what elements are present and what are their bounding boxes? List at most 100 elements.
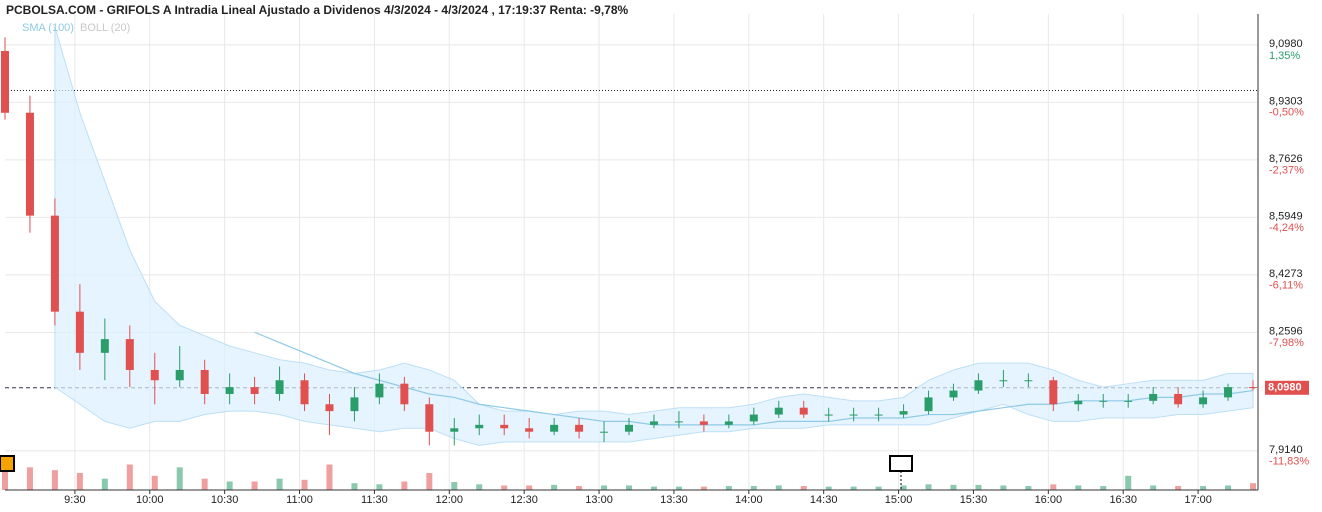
- x-tick-label: 10:00: [136, 494, 164, 506]
- candle-body: [999, 380, 1008, 382]
- volume-bar: [975, 484, 982, 490]
- volume-bar: [1100, 486, 1107, 490]
- volume-bar: [351, 483, 358, 490]
- y-tick-label: 7,9140: [1269, 444, 1303, 456]
- volume-bar: [2, 456, 8, 490]
- candle-body: [350, 397, 359, 412]
- candle-body: [375, 383, 384, 398]
- volume-bar: [700, 486, 707, 490]
- candle-body: [500, 424, 509, 429]
- y2-tick-label: -7,98%: [1269, 337, 1304, 349]
- volume-bar: [251, 481, 258, 490]
- volume-bar: [551, 484, 558, 490]
- candle-body: [724, 421, 733, 425]
- candle-body: [225, 387, 234, 394]
- legend-entry: SMA (100): [22, 22, 74, 34]
- y-tick-label: 8,7626: [1269, 153, 1303, 165]
- candle-body: [100, 339, 109, 353]
- volume-bar: [950, 484, 957, 490]
- candle-body: [674, 421, 683, 423]
- candle-body: [924, 397, 933, 412]
- candle-body: [1199, 397, 1208, 405]
- legend-entry: BOLL (20): [80, 22, 130, 34]
- volume-bar: [501, 485, 508, 490]
- volume-bar: [1150, 485, 1157, 490]
- candle-body: [949, 390, 958, 398]
- candle-body: [1174, 393, 1183, 405]
- volume-bar: [101, 478, 108, 490]
- volume-bar: [1250, 483, 1257, 490]
- volume-bar: [1075, 485, 1082, 490]
- candle-body: [1074, 400, 1083, 405]
- x-tick-label: 13:00: [585, 494, 613, 506]
- y-tick-label: 8,9303: [1269, 95, 1303, 107]
- x-tick-label: 13:30: [660, 494, 688, 506]
- volume-bar: [900, 485, 907, 490]
- volume-bar: [1025, 486, 1032, 490]
- candle-body: [1, 51, 9, 113]
- volume-bar: [126, 464, 133, 490]
- y2-tick-label: -0,50%: [1269, 107, 1304, 119]
- candle-body: [649, 421, 658, 425]
- candle-body: [1099, 400, 1108, 402]
- volume-bar: [925, 484, 932, 490]
- x-tick-label: 9:30: [64, 494, 85, 506]
- volume-bar: [576, 486, 583, 490]
- candle-body: [400, 383, 409, 405]
- candle-body: [1224, 387, 1233, 398]
- candle-body: [50, 215, 59, 312]
- candle-body: [874, 414, 883, 416]
- volume-bar: [626, 485, 633, 490]
- volume-bar: [650, 486, 657, 490]
- volume-bar: [176, 467, 183, 490]
- volume-bar: [1050, 484, 1057, 490]
- candle-body: [749, 414, 758, 422]
- volume-bar: [151, 475, 158, 490]
- y2-tick-label: -4,24%: [1269, 222, 1304, 234]
- volume-bar: [775, 485, 782, 490]
- volume-bar: [675, 486, 682, 490]
- candle-body: [899, 411, 908, 415]
- y-tick-label: 8,5949: [1269, 210, 1303, 222]
- last-price-box: [1265, 380, 1309, 395]
- y2-tick-label: -11,83%: [1269, 456, 1309, 468]
- candle-body: [325, 404, 334, 412]
- volume-bar: [476, 484, 483, 490]
- y-tick-label: 8,4273: [1269, 268, 1303, 280]
- candle-body: [450, 428, 459, 432]
- y2-tick-label: 1,35%: [1269, 50, 1300, 62]
- volume-bar: [301, 479, 308, 490]
- volume-bar: [76, 473, 83, 490]
- volume-bar: [226, 481, 233, 490]
- volume-bar: [26, 467, 33, 490]
- volume-bar: [1175, 486, 1182, 490]
- candle-body: [200, 369, 209, 394]
- candle-body: [1124, 400, 1133, 402]
- volume-bar: [526, 485, 533, 490]
- candle-body: [25, 112, 34, 216]
- x-tick-label: 15:00: [885, 494, 913, 506]
- candle-body: [300, 380, 309, 405]
- chart-title: PCBOLSA.COM - GRIFOLS A Intradia Lineal …: [6, 3, 629, 17]
- candle-body: [625, 424, 634, 432]
- event-flag[interactable]: [889, 455, 913, 472]
- volume-bar: [326, 464, 333, 490]
- candle-body: [799, 407, 808, 415]
- candle-body: [1024, 380, 1033, 382]
- volume-bar: [201, 478, 208, 490]
- candle-body: [175, 369, 184, 381]
- volume-bar: [1200, 486, 1207, 490]
- candle-body: [824, 414, 833, 416]
- event-flag[interactable]: [0, 455, 15, 472]
- volume-bar: [601, 485, 608, 490]
- volume-bar: [825, 486, 832, 490]
- volume-bar: [800, 486, 807, 490]
- candle-body: [475, 424, 484, 429]
- x-tick-label: 11:00: [286, 494, 313, 506]
- y2-tick-label: -6,11%: [1269, 279, 1303, 291]
- x-tick-label: 11:30: [361, 494, 388, 506]
- volume-bar: [1000, 485, 1007, 490]
- candle-body: [150, 369, 159, 381]
